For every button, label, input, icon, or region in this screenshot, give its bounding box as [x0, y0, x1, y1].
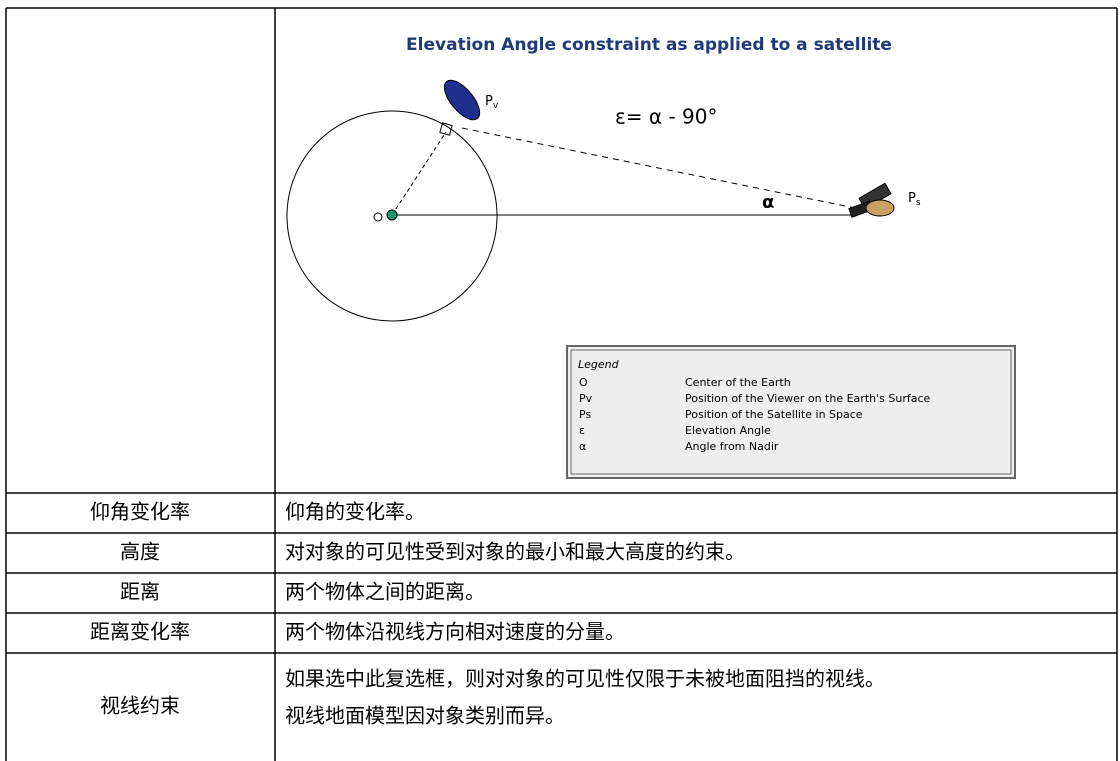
row-label: 高度 — [120, 540, 160, 564]
table-borders — [5, 7, 1118, 761]
legend-text: Position of the Viewer on the Earth's Su… — [685, 392, 930, 405]
row-label: 仰角变化率 — [90, 500, 190, 524]
diagram-title: Elevation Angle constraint as applied to… — [406, 35, 892, 55]
row-description: 两个物体之间的距离。 — [285, 580, 485, 604]
legend-text: Center of the Earth — [685, 376, 791, 389]
legend-symbol: O — [579, 376, 588, 389]
row-description: 对对象的可见性受到对象的最小和最大高度的约束。 — [285, 540, 745, 564]
diagram — [286, 79, 895, 322]
row-label: 距离变化率 — [90, 620, 190, 644]
legend-title: Legend — [578, 358, 620, 371]
legend-text: Elevation Angle — [685, 424, 771, 437]
legend-symbol: Pv — [579, 392, 593, 405]
row-description: 仰角的变化率。 — [285, 500, 425, 524]
satellite-label: Ps — [908, 191, 921, 208]
legend-symbol: α — [579, 440, 586, 453]
legend-symbol: Ps — [579, 408, 591, 421]
legend-text: Angle from Nadir — [685, 440, 779, 453]
viewer-label: Pv — [485, 94, 499, 111]
formula: ε= α - 90° — [615, 105, 718, 129]
row-label: 距离 — [120, 580, 160, 604]
angle-label: α — [762, 192, 774, 213]
row-description: 如果选中此复选框，则对对象的可见性仅限于未被地面阻挡的视线。 — [285, 667, 885, 691]
row-description: 两个物体沿视线方向相对速度的分量。 — [285, 620, 625, 644]
legend-symbol: ε — [579, 424, 585, 437]
legend: Legend — [566, 345, 1016, 479]
row-label: 视线约束 — [100, 694, 180, 718]
row-description: 视线地面模型因对象类别而异。 — [285, 704, 565, 728]
legend-text: Position of the Satellite in Space — [685, 408, 863, 421]
